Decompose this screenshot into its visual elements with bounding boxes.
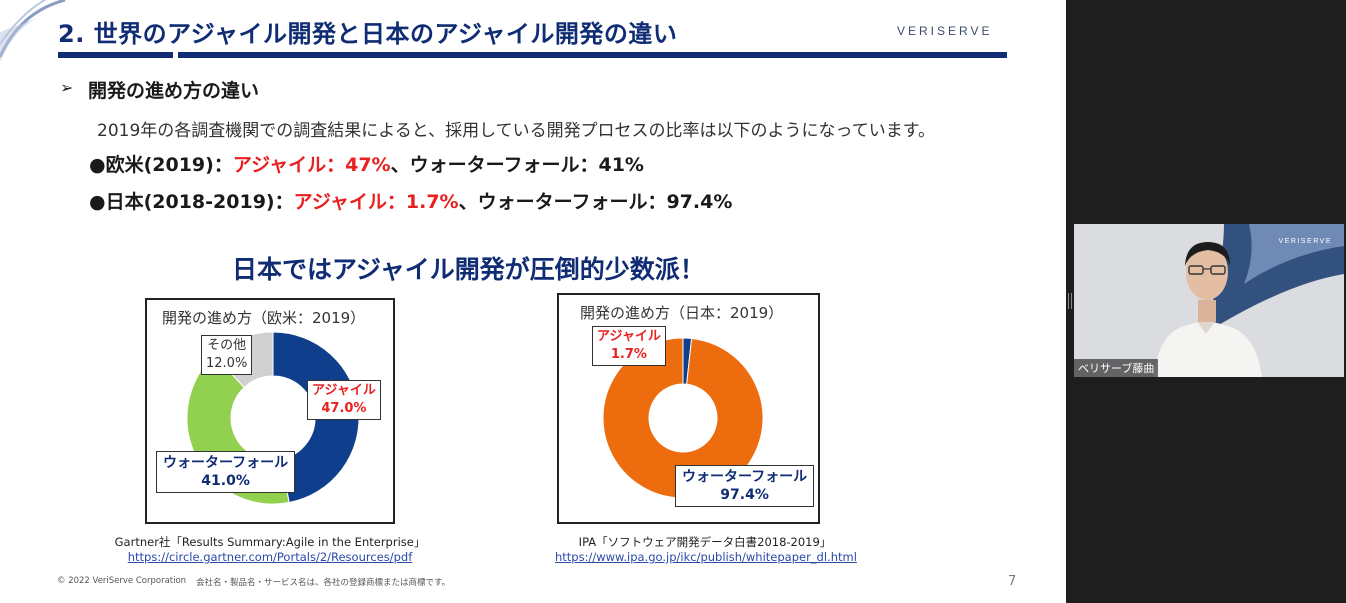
claim-heading: 日本ではアジャイル開発が圧倒的少数派！ <box>232 255 705 284</box>
section-heading: 開発の進め方の違い <box>88 80 260 102</box>
panel-resize-handle[interactable] <box>1068 293 1072 309</box>
intro-text: 2019年の各調査機関での調査結果によると、採用している開発プロセスの比率は以下… <box>97 121 936 141</box>
chart-western-label-other-name: その他 <box>207 338 247 353</box>
chart-japan-donut <box>602 337 764 499</box>
chart-western-source: Gartner社「Results Summary:Agile in the En… <box>110 534 430 564</box>
chart-japan-source-text: IPA「ソフトウェア開発データ白書2018-2019」 <box>578 535 832 549</box>
chart-japan-source: IPA「ソフトウェア開発データ白書2018-2019」 https://www.… <box>555 534 857 564</box>
chart-japan-source-link[interactable]: https://www.ipa.go.jp/ikc/publish/whitep… <box>555 550 857 564</box>
chart-western-source-link[interactable]: https://circle.gartner.com/Portals/2/Res… <box>127 550 413 564</box>
bullet-japan-agile: アジャイル：1.7% <box>293 191 459 213</box>
chart-western-label-agile: アジャイル 47.0% <box>307 380 381 420</box>
chart-japan-label-waterfall: ウォーターフォール 97.4% <box>675 465 815 507</box>
footer-copyright: © 2022 VeriServe Corporation <box>57 576 187 586</box>
chart-japan-label-agile: アジャイル 1.7% <box>592 326 666 366</box>
bullet-japan-prefix: ●日本(2018-2019)： <box>89 191 294 213</box>
chart-japan-slice-waterfall <box>602 337 764 499</box>
footer-trademark-note: 会社名・製品名・サービス名は、各社の登録商標または商標です。 <box>196 578 451 588</box>
chart-japan-label-waterfall-value: 97.4% <box>720 487 769 503</box>
brand-logo-text: VERISERVE <box>897 24 993 38</box>
bullet-western-agile: アジャイル：47% <box>232 154 391 176</box>
bullet-japan-rest: 、ウォーターフォール：97.4% <box>458 191 733 213</box>
page-number: 7 <box>1008 574 1017 589</box>
chart-japan-label-waterfall-name: ウォーターフォール <box>682 469 808 485</box>
presentation-slide: 2. 世界のアジャイル開発と日本のアジャイル開発の違い VERISERVE ➢ … <box>0 0 1066 603</box>
chart-western-label-waterfall-name: ウォーターフォール <box>163 455 289 471</box>
bullet-western-rest: 、ウォーターフォール：41% <box>390 154 644 176</box>
video-brand-text: VERISERVE <box>1278 238 1332 245</box>
chart-western-label-agile-name: アジャイル <box>312 383 376 398</box>
person-figure <box>1154 242 1262 377</box>
chart-western-label-waterfall: ウォーターフォール 41.0% <box>156 451 296 493</box>
bullet-japan: ●日本(2018-2019)：アジャイル：1.7%、ウォーターフォール：97.4… <box>89 187 732 214</box>
chart-western-label-agile-value: 47.0% <box>321 401 367 416</box>
chart-japan-label-agile-name: アジャイル <box>597 329 661 344</box>
slide-title: 2. 世界のアジャイル開発と日本のアジャイル開発の違い <box>58 20 678 48</box>
chart-western-source-text: Gartner社「Results Summary:Agile in the En… <box>114 535 426 549</box>
title-underline-left <box>58 52 173 58</box>
participant-name-label: ベリサーブ藤曲 <box>1074 359 1159 377</box>
corner-decoration <box>0 0 66 62</box>
bullet-western: ●欧米(2019)：アジャイル：47%、ウォーターフォール：41% <box>89 150 644 177</box>
chart-western-label-waterfall-value: 41.0% <box>201 473 250 489</box>
chart-western-title: 開発の進め方（欧米：2019） <box>162 309 366 327</box>
chart-western-label-other: その他 12.0% <box>201 335 253 375</box>
section-arrow-icon: ➢ <box>60 78 74 97</box>
chart-western-label-other-value: 12.0% <box>206 356 248 371</box>
title-underline-right <box>178 52 1007 58</box>
participant-video-tile[interactable]: VERISERVE ベリサーブ藤曲 <box>1074 224 1344 377</box>
chart-japan-title: 開発の進め方（日本：2019） <box>580 304 784 322</box>
bullet-western-prefix: ●欧米(2019)： <box>89 154 233 176</box>
chart-japan-label-agile-value: 1.7% <box>610 347 647 362</box>
